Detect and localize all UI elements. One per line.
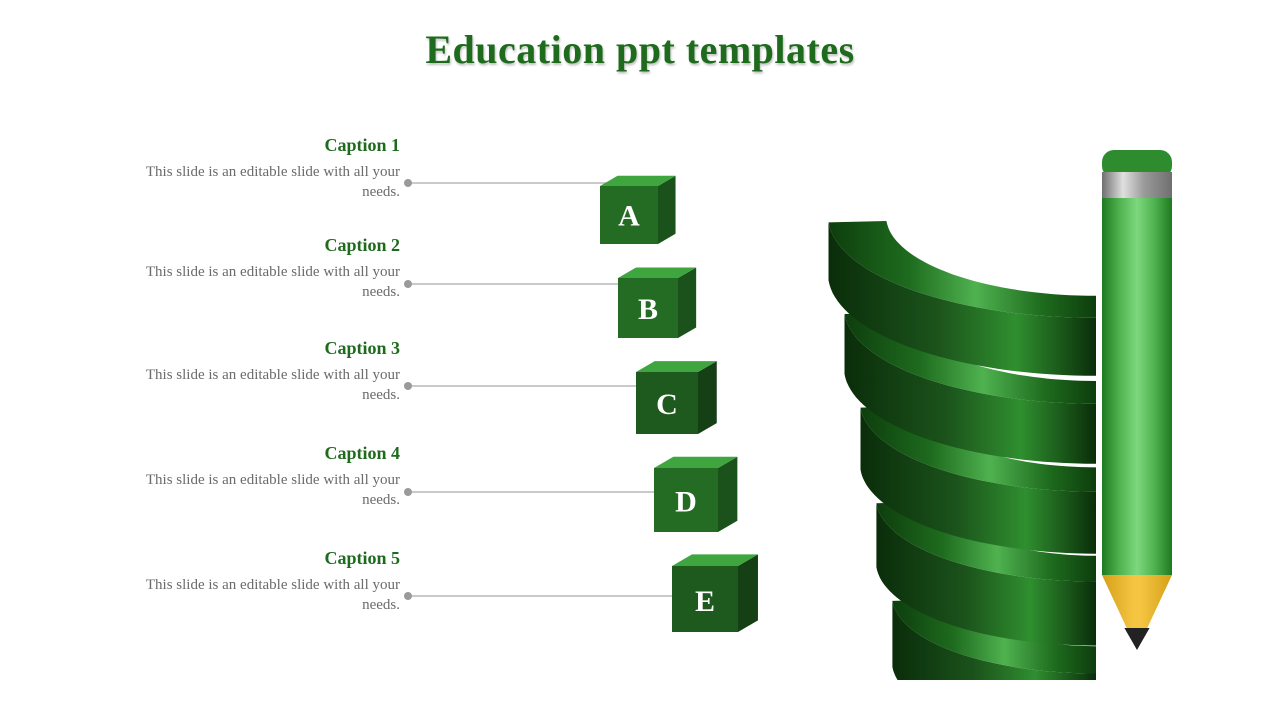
caption-desc: This slide is an editable slide with all… bbox=[110, 365, 400, 406]
caption-5: Caption 5 This slide is an editable slide… bbox=[110, 548, 400, 616]
caption-desc: This slide is an editable slide with all… bbox=[110, 470, 400, 511]
caption-1: Caption 1 This slide is an editable slide… bbox=[110, 135, 400, 203]
caption-title: Caption 1 bbox=[110, 135, 400, 156]
caption-title: Caption 3 bbox=[110, 338, 400, 359]
svg-text:B: B bbox=[638, 293, 658, 326]
pencil-icon bbox=[1102, 150, 1172, 650]
svg-text:A: A bbox=[618, 199, 640, 232]
stair-graphic: E D C B A bbox=[540, 150, 1180, 680]
caption-desc: This slide is an editable slide with all… bbox=[110, 162, 400, 203]
caption-3: Caption 3 This slide is an editable slide… bbox=[110, 338, 400, 406]
caption-4: Caption 4 This slide is an editable slide… bbox=[110, 443, 400, 511]
svg-text:E: E bbox=[695, 585, 715, 618]
svg-text:C: C bbox=[656, 388, 678, 421]
caption-desc: This slide is an editable slide with all… bbox=[110, 262, 400, 303]
caption-title: Caption 5 bbox=[110, 548, 400, 569]
slide-title: Education ppt templates bbox=[0, 26, 1280, 73]
caption-2: Caption 2 This slide is an editable slide… bbox=[110, 235, 400, 303]
caption-title: Caption 4 bbox=[110, 443, 400, 464]
caption-desc: This slide is an editable slide with all… bbox=[110, 575, 400, 616]
svg-text:D: D bbox=[675, 486, 697, 519]
caption-title: Caption 2 bbox=[110, 235, 400, 256]
slide: Education ppt templates Caption 1 This sl… bbox=[0, 0, 1280, 720]
